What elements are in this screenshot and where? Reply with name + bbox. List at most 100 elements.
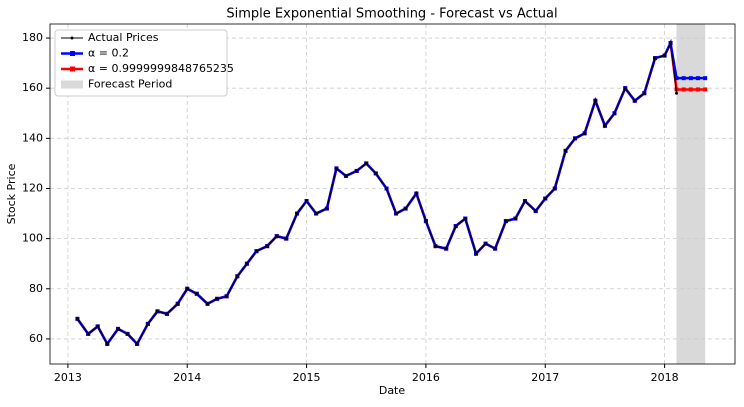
legend-marker [70, 66, 75, 72]
y-tick-label: 120 [22, 181, 43, 194]
y-tick-label: 60 [29, 332, 43, 345]
marker [195, 292, 199, 296]
marker [364, 161, 368, 165]
marker [116, 327, 120, 331]
marker [135, 342, 139, 346]
marker [543, 197, 547, 201]
marker [696, 76, 701, 81]
marker [385, 186, 389, 190]
marker [642, 91, 646, 95]
marker [534, 209, 538, 213]
marker [674, 76, 679, 81]
legend-marker [70, 36, 74, 40]
marker [146, 322, 150, 326]
marker [688, 76, 693, 81]
marker [424, 219, 428, 223]
marker [275, 234, 279, 238]
marker [513, 217, 517, 221]
marker [126, 332, 130, 336]
marker [703, 87, 708, 92]
marker [75, 317, 79, 321]
marker [633, 99, 637, 103]
plot-frame [49, 23, 736, 365]
marker [295, 212, 299, 216]
marker [374, 171, 378, 175]
marker [176, 302, 180, 306]
marker [105, 342, 109, 346]
legend-label: α = 0.9999999848765235 [88, 62, 234, 75]
y-tick-label: 80 [29, 282, 43, 295]
marker [463, 217, 467, 221]
marker [155, 309, 159, 313]
legend: Actual Prices α = 0.2 α = 0.99999998487652… [54, 29, 234, 97]
marker [344, 174, 348, 178]
marker [215, 297, 219, 301]
y-tick-label: 100 [22, 232, 43, 245]
marker [433, 244, 437, 248]
marker [523, 199, 527, 203]
marker [623, 86, 627, 90]
marker [474, 252, 478, 256]
marker [394, 212, 398, 216]
marker [593, 99, 597, 103]
x-axis-label: Date [379, 384, 406, 397]
legend-box [54, 29, 228, 97]
x-tick-label: 2017 [531, 371, 559, 384]
legend-label: Actual Prices [88, 31, 159, 44]
marker [583, 131, 587, 135]
forecast-span [676, 24, 706, 364]
marker [96, 324, 100, 328]
x-tick-label: 2016 [412, 371, 440, 384]
chart-title: Simple Exponential Smoothing - Forecast … [226, 7, 557, 22]
legend-marker [70, 51, 75, 56]
marker [663, 54, 667, 58]
marker [573, 136, 577, 140]
marker [284, 237, 288, 241]
marker [235, 274, 239, 278]
series-line [77, 41, 678, 345]
marker [225, 294, 229, 298]
x-tick-label: 2013 [54, 371, 82, 384]
marker [612, 111, 616, 115]
marker [653, 56, 657, 60]
marker [603, 124, 607, 128]
legend-swatch [61, 80, 83, 89]
x-tick-label: 2018 [651, 371, 679, 384]
marker [325, 207, 329, 211]
marker [334, 166, 338, 170]
y-tick-label: 180 [22, 31, 43, 44]
x-tick-label: 2015 [293, 371, 321, 384]
marker [688, 87, 693, 92]
marker [86, 332, 90, 336]
x-tick-label: 2014 [173, 371, 201, 384]
marker [185, 287, 189, 291]
marker [444, 247, 448, 251]
marker [265, 244, 269, 248]
marker [681, 87, 686, 92]
marker [696, 87, 701, 92]
marker [454, 224, 458, 228]
marker [254, 249, 258, 253]
marker [355, 169, 359, 173]
marker [703, 76, 708, 81]
marker [245, 262, 249, 266]
legend-label: Forecast Period [88, 78, 172, 91]
marker [165, 312, 169, 316]
marker [675, 91, 679, 95]
marker [314, 212, 318, 216]
marker [504, 219, 508, 223]
y-tick-label: 160 [22, 81, 43, 94]
marker [553, 186, 557, 190]
marker [669, 41, 673, 45]
y-axis-label: Stock Price [5, 163, 18, 224]
marker [305, 199, 309, 203]
y-tick-label: 140 [22, 131, 43, 144]
marker [484, 242, 488, 246]
marker [414, 191, 418, 195]
legend-label: α = 0.2 [88, 47, 129, 60]
marker [564, 149, 568, 153]
marker [493, 247, 497, 251]
marker [681, 76, 686, 81]
marker [404, 207, 408, 211]
